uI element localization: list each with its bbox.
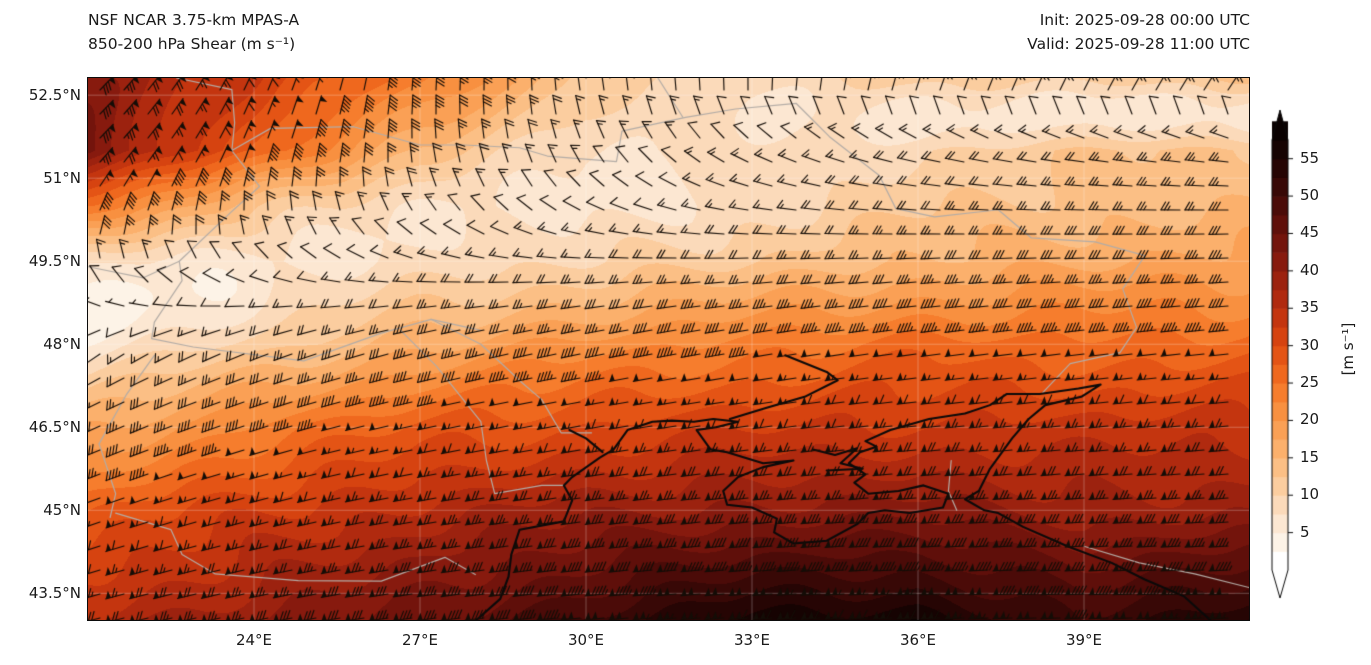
colorbar-tick-label: 55: [1300, 148, 1320, 167]
x-tick-label: 30°E: [567, 631, 605, 649]
plot-title-line1: NSF NCAR 3.75-km MPAS-A: [88, 11, 300, 29]
colorbar-tick-label: 35: [1300, 298, 1320, 317]
y-tick-label: 49.5°N: [28, 252, 81, 271]
colorbar-tick-label: 10: [1300, 485, 1320, 504]
plot-title-line2: 850-200 hPa Shear (m s⁻¹): [88, 35, 296, 53]
colorbar-tick-label: 20: [1300, 410, 1320, 429]
map-canvas: [88, 78, 1250, 621]
x-tick-label: 36°E: [899, 631, 937, 649]
x-tick-label: 27°E: [401, 631, 439, 649]
x-tick-label: 24°E: [235, 631, 273, 649]
colorbar-canvas: [1262, 96, 1352, 616]
x-tick-label: 33°E: [733, 631, 771, 649]
colorbar-tick-label: 50: [1300, 186, 1320, 205]
y-tick-label: 51°N: [43, 169, 81, 188]
y-tick-label: 43.5°N: [28, 584, 81, 603]
x-tick-label: 39°E: [1065, 631, 1103, 649]
valid-timestamp: Valid: 2025-09-28 11:00 UTC: [1027, 35, 1250, 53]
y-tick-label: 45°N: [43, 501, 81, 520]
colorbar-unit-label: [m s⁻¹]: [1339, 322, 1357, 376]
colorbar-tick-label: 15: [1300, 447, 1320, 466]
colorbar-tick-label: 5: [1300, 522, 1310, 541]
y-tick-label: 48°N: [43, 335, 81, 354]
y-tick-label: 46.5°N: [28, 418, 81, 437]
y-tick-label: 52.5°N: [28, 86, 81, 105]
colorbar-tick-label: 40: [1300, 260, 1320, 279]
init-timestamp: Init: 2025-09-28 00:00 UTC: [1039, 11, 1250, 29]
colorbar-tick-label: 45: [1300, 223, 1320, 242]
colorbar-tick-label: 25: [1300, 373, 1320, 392]
colorbar-tick-label: 30: [1300, 335, 1320, 354]
